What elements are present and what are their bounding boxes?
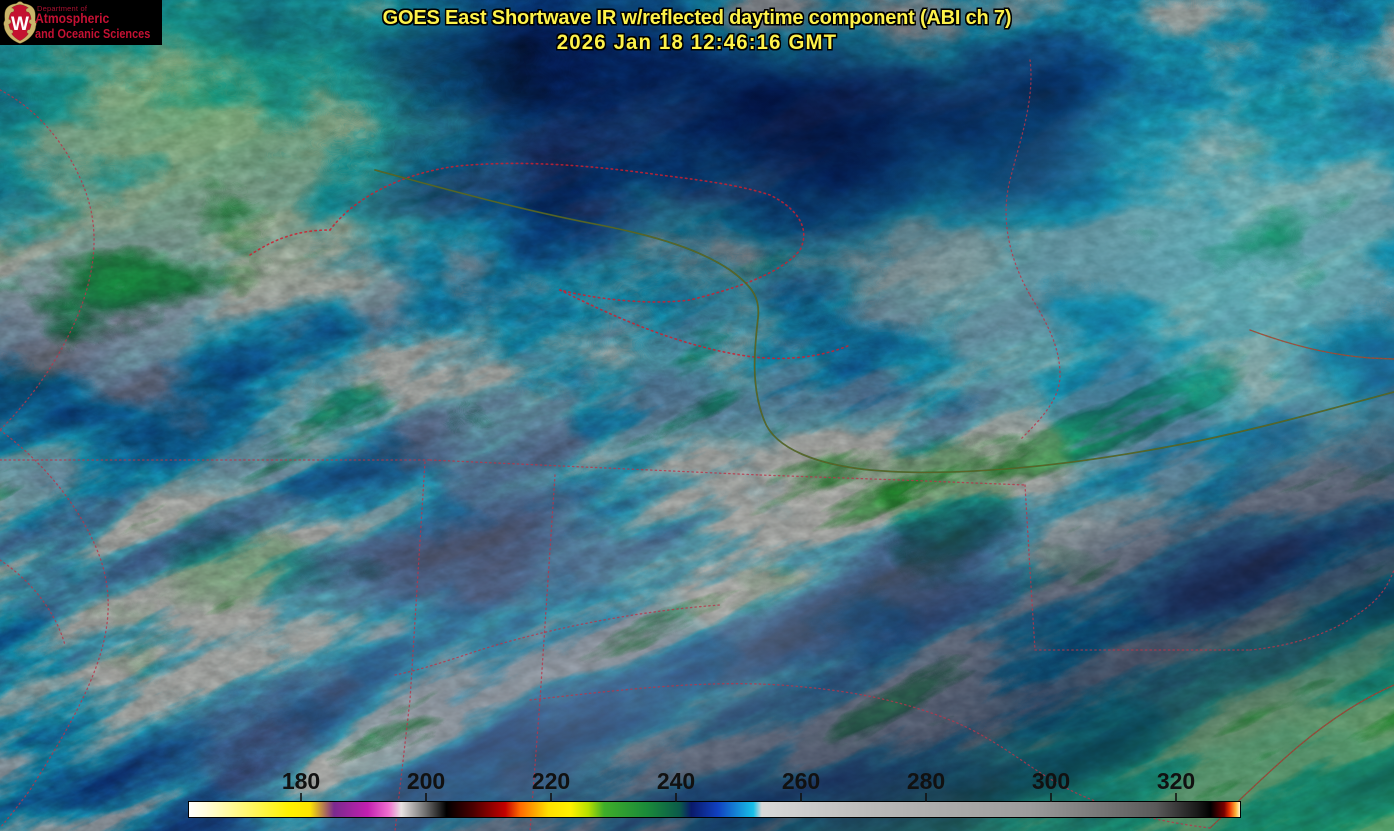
svg-text:W: W: [11, 14, 29, 35]
